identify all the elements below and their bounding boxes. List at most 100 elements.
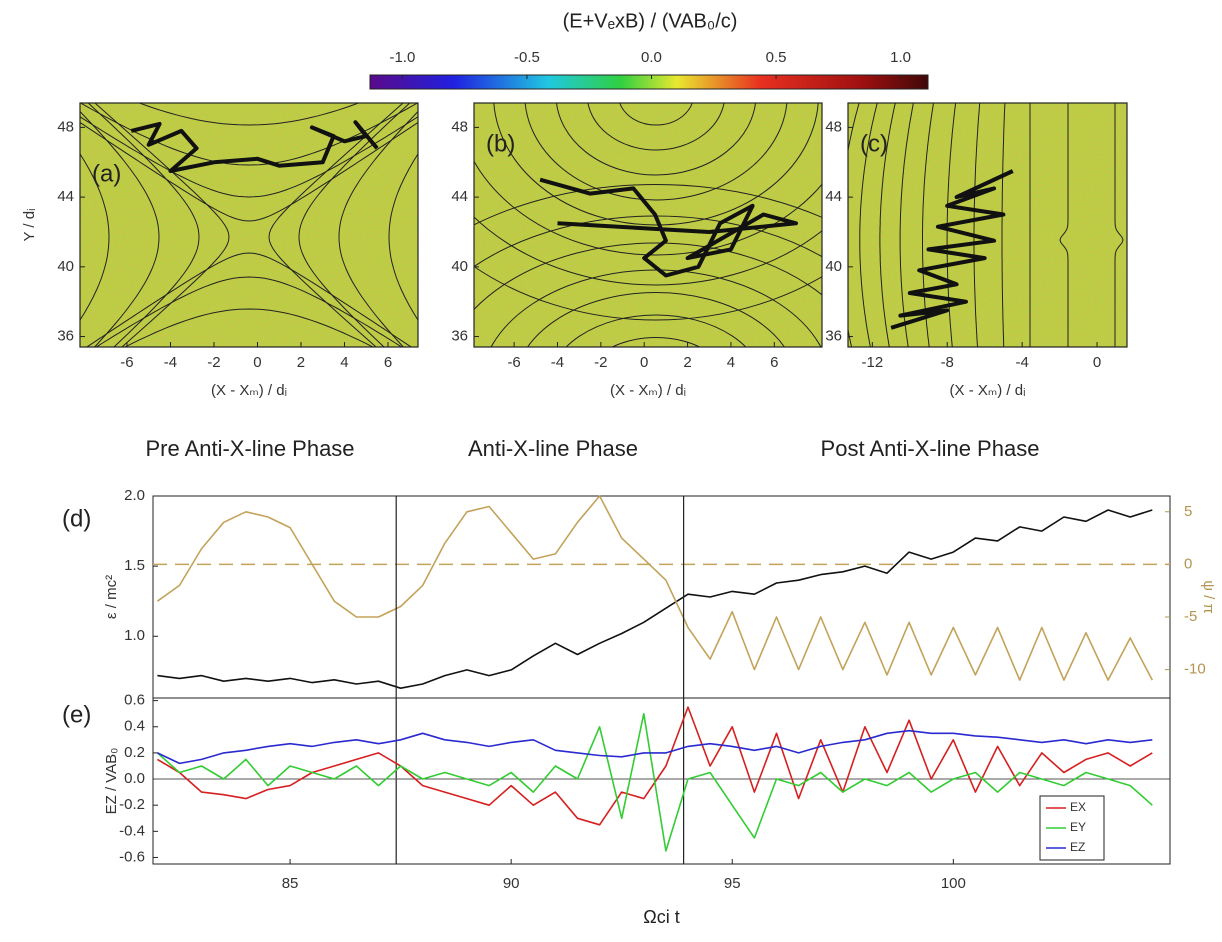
colorbar-tick-label: -1.0 — [389, 49, 415, 66]
x-tick-label: 4 — [340, 354, 348, 371]
field-line — [922, 103, 934, 347]
legend-label: EZ — [1070, 840, 1085, 854]
x-tick-label: -4 — [164, 354, 177, 371]
colorbar — [369, 74, 929, 90]
field-line — [474, 242, 822, 311]
trajectory — [890, 169, 1014, 330]
y-tick-label: 40 — [451, 258, 468, 275]
phase-label: Anti-X-line Phase — [468, 436, 638, 461]
colorbar-tick-label: 1.0 — [890, 49, 911, 66]
field-line — [80, 153, 110, 321]
y-tick-label: 44 — [451, 188, 468, 205]
field-line — [1001, 103, 1006, 347]
field-line — [973, 103, 981, 347]
y-tick-label: 48 — [451, 118, 468, 135]
x-tick-label: 0 — [1093, 354, 1101, 371]
field-line — [474, 265, 822, 321]
x-tick-label: 6 — [770, 354, 778, 371]
x-tick-label: 90 — [503, 875, 520, 892]
y-tick-label: 0.6 — [124, 692, 145, 709]
panel-label: (d) — [62, 505, 91, 532]
panel-label: (b) — [486, 130, 515, 157]
series-line — [156, 495, 1154, 681]
field-line — [899, 103, 914, 347]
y-axis-label: Y / dᵢ — [21, 209, 38, 242]
x-tick-label: 100 — [941, 875, 966, 892]
legend-label: EX — [1070, 800, 1086, 814]
map-speckle — [80, 103, 418, 347]
phase-label: Pre Anti-X-line Phase — [145, 436, 354, 461]
map-frame — [847, 102, 1128, 348]
x-tick-label: -6 — [120, 354, 133, 371]
field-line — [879, 103, 896, 347]
field-line — [556, 103, 756, 176]
x-tick-label: 2 — [683, 354, 691, 371]
field-lines — [848, 103, 1124, 347]
map-frame — [473, 102, 823, 348]
x-tick-label: -2 — [594, 354, 607, 371]
field-line — [474, 184, 822, 226]
panel-label: (e) — [62, 701, 91, 728]
field-line — [619, 103, 693, 126]
field-line — [338, 110, 418, 347]
x-tick-label: 2 — [297, 354, 305, 371]
field-line — [493, 103, 819, 226]
x-axis-label: (X - Xₘ) / dᵢ — [950, 382, 1026, 399]
y-axis-label: ε / mc² — [103, 575, 120, 619]
trajectory — [130, 120, 379, 173]
x-tick-label: -4 — [1015, 354, 1028, 371]
legend-label: EY — [1070, 820, 1086, 834]
y-tick-label: -0.2 — [119, 796, 145, 813]
y-tick-label: 48 — [825, 118, 842, 135]
y-tick-label: 36 — [451, 328, 468, 345]
y2-tick-label: -5 — [1184, 608, 1197, 625]
field-line — [859, 103, 878, 347]
series-line — [156, 706, 1153, 826]
field-line — [611, 337, 701, 347]
x-tick-label: -6 — [507, 354, 520, 371]
y-tick-label: -0.6 — [119, 848, 145, 865]
x-tick-label: 85 — [282, 875, 299, 892]
map-speckle — [848, 103, 1127, 347]
field-line — [298, 103, 411, 347]
field-line — [474, 160, 822, 256]
plot-frame — [152, 697, 1171, 865]
field-line — [80, 103, 418, 166]
x-tick-label: 6 — [384, 354, 392, 371]
x-axis-label: (X - Xₘ) / dᵢ — [610, 382, 686, 399]
field-line — [268, 103, 404, 347]
field-line — [87, 103, 200, 347]
field-line — [587, 103, 725, 151]
y-tick-label: 0.4 — [124, 718, 145, 735]
field-line — [95, 276, 403, 347]
x-axis-label: (X - Xₘ) / dᵢ — [211, 382, 287, 399]
y-axis-label: EZ / VAB₀ — [103, 748, 120, 815]
trajectory — [539, 177, 798, 278]
field-line — [388, 153, 418, 321]
field-line — [80, 116, 418, 198]
field-line — [848, 103, 860, 347]
field-line — [524, 103, 788, 201]
y-tick-label: 48 — [57, 118, 74, 135]
y-tick-label: 1.5 — [124, 557, 145, 574]
field-line — [137, 103, 361, 126]
field-line — [85, 252, 413, 347]
panel-label: (a) — [92, 160, 121, 187]
x-tick-label: -12 — [861, 354, 883, 371]
field-line — [1114, 103, 1124, 347]
x-tick-label: 0 — [253, 354, 261, 371]
y-tick-label: 36 — [825, 328, 842, 345]
y2-tick-label: 5 — [1184, 503, 1192, 520]
plot-frame — [152, 495, 1171, 699]
y-tick-label: 44 — [825, 188, 842, 205]
field-line — [0, 0, 509, 77]
field-line — [123, 308, 375, 347]
x-tick-label: -2 — [207, 354, 220, 371]
x-tick-label: 95 — [724, 875, 741, 892]
panel-label: (c) — [860, 130, 888, 157]
x-tick-label: 0 — [640, 354, 648, 371]
colorbar-tick-label: 0.5 — [766, 49, 787, 66]
y-tick-label: 44 — [57, 188, 74, 205]
